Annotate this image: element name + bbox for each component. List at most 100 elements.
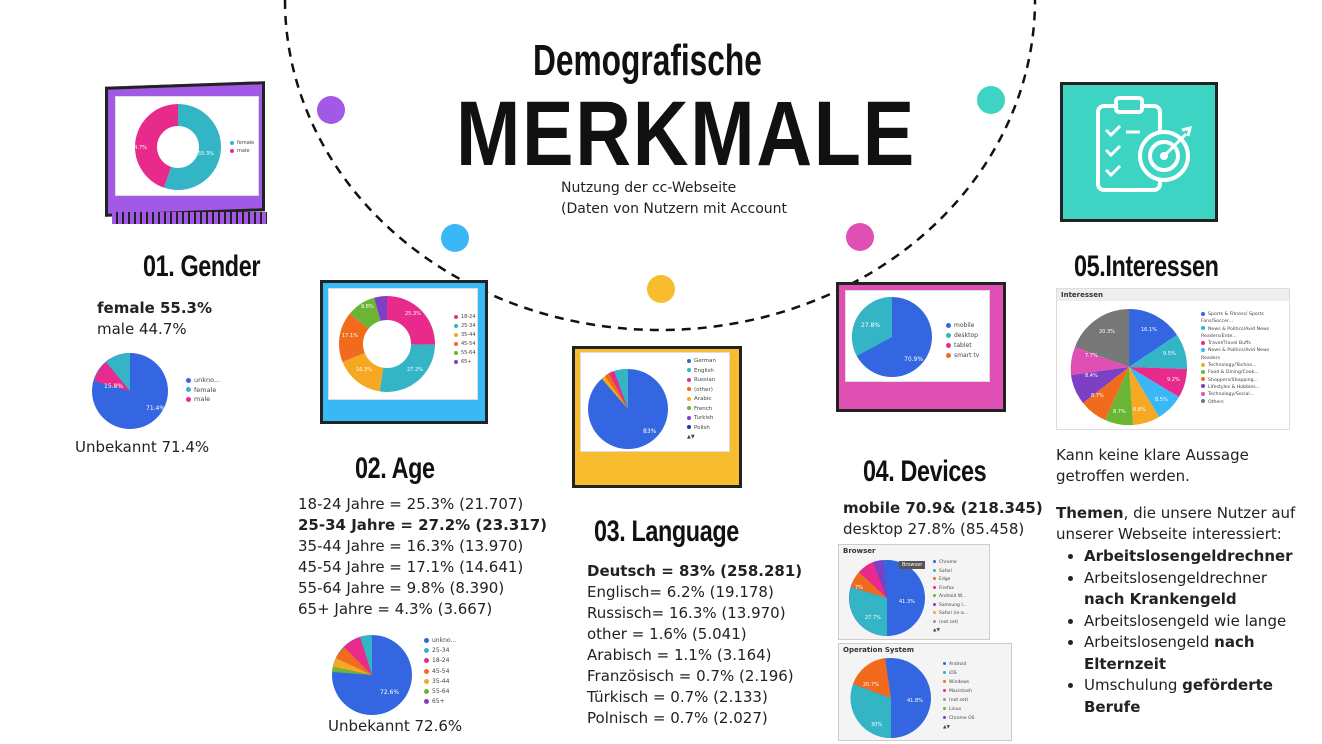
- pie-slice: [1070, 347, 1129, 375]
- legend-item: Lifestyles & Hobbies...: [1201, 384, 1289, 391]
- language-line-french: Französisch = 0.7% (2.196): [587, 667, 794, 685]
- magenta-dot: [846, 223, 874, 251]
- age-line-55-64: 55-64 Jahre = 9.8% (8.390): [298, 579, 505, 597]
- os-legend: Android iOS Windows Macintosh (not set) …: [943, 660, 974, 732]
- legend-item: Safari: [933, 568, 968, 577]
- pie-label: 8.8%: [1133, 407, 1146, 413]
- list-item: Arbeitslosengeld wie lange: [1084, 611, 1322, 633]
- dashed-arc: [283, 0, 1037, 332]
- donut-female-label: 55.3%: [198, 151, 214, 157]
- gender-pie-legend: unkno... female male: [186, 376, 220, 405]
- pie-windows: [853, 658, 891, 698]
- language-line-turkish: Türkisch = 0.7% (2.133): [587, 688, 768, 706]
- browser-legend: Chrome Safari Edge Firefox Android W... …: [933, 559, 968, 636]
- interests-legend: Sports & Fitness/ Sports Fans/Soccer... …: [1201, 311, 1289, 406]
- language-line-english: Englisch= 6.2% (19.178): [587, 583, 774, 601]
- donut-label: 27.2%: [407, 367, 423, 373]
- devices-desktop-line: desktop 27.8% (85.458): [843, 520, 1025, 538]
- pie-slice: [1129, 309, 1177, 367]
- legend-item: French: [687, 405, 716, 415]
- gender-pie-chart: 15.8% 71.4%: [92, 353, 168, 429]
- os-pie-svg: 41.8% 30% 20.7%: [850, 658, 931, 739]
- legend-pager[interactable]: ▲▼: [687, 434, 695, 440]
- age-line-18-24: 18-24 Jahre = 25.3% (21.707): [298, 495, 524, 513]
- pie-slice: [1071, 367, 1129, 403]
- legend-pager[interactable]: ▲▼: [933, 628, 940, 633]
- pie-desktop-label: 27.8%: [861, 322, 880, 329]
- legend-item: (not set): [943, 696, 974, 705]
- browser-chart-card: Browser 41.3% 27.7% 7% Browser Chrome Sa…: [838, 544, 990, 640]
- legend-pager[interactable]: ▲▼: [943, 725, 950, 730]
- legend-item: Macintosh: [943, 687, 974, 696]
- pie-safari: [849, 587, 887, 636]
- pie-slice: [1129, 367, 1187, 397]
- pie-german-label: 83%: [643, 428, 657, 435]
- pie-male: [94, 362, 130, 391]
- legend-item: German: [687, 357, 716, 367]
- language-heading: 03. Language: [594, 515, 739, 548]
- legend-item: 35-44: [454, 331, 476, 340]
- donut-male-label: 44.7%: [131, 145, 147, 151]
- pie-18-24: [344, 637, 372, 675]
- pie-slice: [1105, 367, 1133, 426]
- pie-55-64: [332, 667, 372, 675]
- legend-item: Food & Dining/Cook...: [1201, 369, 1289, 376]
- pie-english: [614, 368, 628, 409]
- age-heading: 02. Age: [355, 452, 435, 485]
- pie-label: 7.7%: [1085, 353, 1098, 359]
- list-item: Arbeitslosengeldrechner: [1084, 546, 1322, 568]
- pie-label: 41.3%: [899, 599, 915, 605]
- legend-item: iOS: [943, 669, 974, 678]
- devices-pie-svg: 27.8% 70.9%: [852, 297, 932, 377]
- teal-dot: [977, 86, 1005, 114]
- legend-item: unkno...: [186, 376, 220, 386]
- pie-35-44: [333, 658, 372, 675]
- legend-item: News & Politics/Avid News Readers: [1201, 347, 1270, 361]
- age-donut-legend: 18-24 25-34 35-44 45-54 55-64 65+: [454, 313, 476, 367]
- pie-slice: [1129, 335, 1188, 369]
- pie-unknown-label: 72.6%: [380, 689, 399, 696]
- age-line-45-54: 45-54 Jahre = 17.1% (14.641): [298, 558, 524, 576]
- donut-label: 16.3%: [356, 367, 372, 373]
- legend-item: 18-24: [424, 656, 456, 666]
- interests-themes-line2: unserer Webseite interessiert:: [1056, 525, 1282, 543]
- donut-label: 17.1%: [342, 333, 358, 339]
- legend-item: tablet: [946, 341, 979, 351]
- interests-note-line1: Kann keine klare Aussage: [1056, 446, 1249, 464]
- legend-item: male: [186, 395, 220, 405]
- legend-item: Chrome: [933, 559, 968, 568]
- age-donut-svg: 25.3% 27.2% 16.3% 17.1% 9.8%: [339, 296, 435, 392]
- title-line2: MERKMALE: [456, 83, 916, 185]
- devices-pie-legend: mobile desktop tablet smart tv: [946, 321, 979, 361]
- gender-donut-chart: 44.7% 55.3% female male: [115, 96, 259, 196]
- pie-label: 8.5%: [1155, 397, 1168, 403]
- legend-item: 55-64: [454, 349, 476, 358]
- title-subtitle-2: (Daten von Nutzern mit Account: [561, 201, 788, 217]
- gender-donut-svg: 44.7% 55.3%: [131, 104, 221, 190]
- donut-label: 9.8%: [361, 304, 374, 310]
- gender-donut-legend: female male: [230, 139, 254, 155]
- os-chart-card: Operation System 41.8% 30% 20.7% Android…: [838, 643, 1012, 741]
- yellow-dot: [647, 275, 675, 303]
- pie-label: 20.3%: [1099, 329, 1115, 335]
- legend-item: male: [230, 147, 254, 155]
- gender-frame-shadow: [112, 212, 267, 224]
- legend-item: (other): [687, 386, 716, 396]
- pie-label: 20.7%: [863, 682, 879, 688]
- legend-item: female: [186, 386, 220, 396]
- gender-heading: 01. Gender: [143, 250, 261, 283]
- legend-item: Travel/Travel Buffs: [1201, 340, 1289, 347]
- interests-heading: 05.Interessen: [1074, 250, 1219, 283]
- pie-slice: [1083, 367, 1129, 420]
- language-pie-svg: 83%: [588, 368, 668, 449]
- legend-item: Shoppers/Shopping...: [1201, 377, 1289, 384]
- legend-item: (not set): [933, 619, 968, 628]
- pie-label: 27.7%: [865, 615, 881, 621]
- legend-item: 65+: [424, 697, 456, 707]
- language-line-russian: Russisch= 16.3% (13.970): [587, 604, 786, 622]
- pie-android: [873, 560, 887, 598]
- pie-label: 9.5%: [1163, 351, 1176, 357]
- devices-pie-chart: 27.8% 70.9% mobile desktop tablet smart …: [845, 290, 990, 382]
- legend-item: 55-64: [424, 687, 456, 697]
- legend-item: 45-54: [424, 667, 456, 677]
